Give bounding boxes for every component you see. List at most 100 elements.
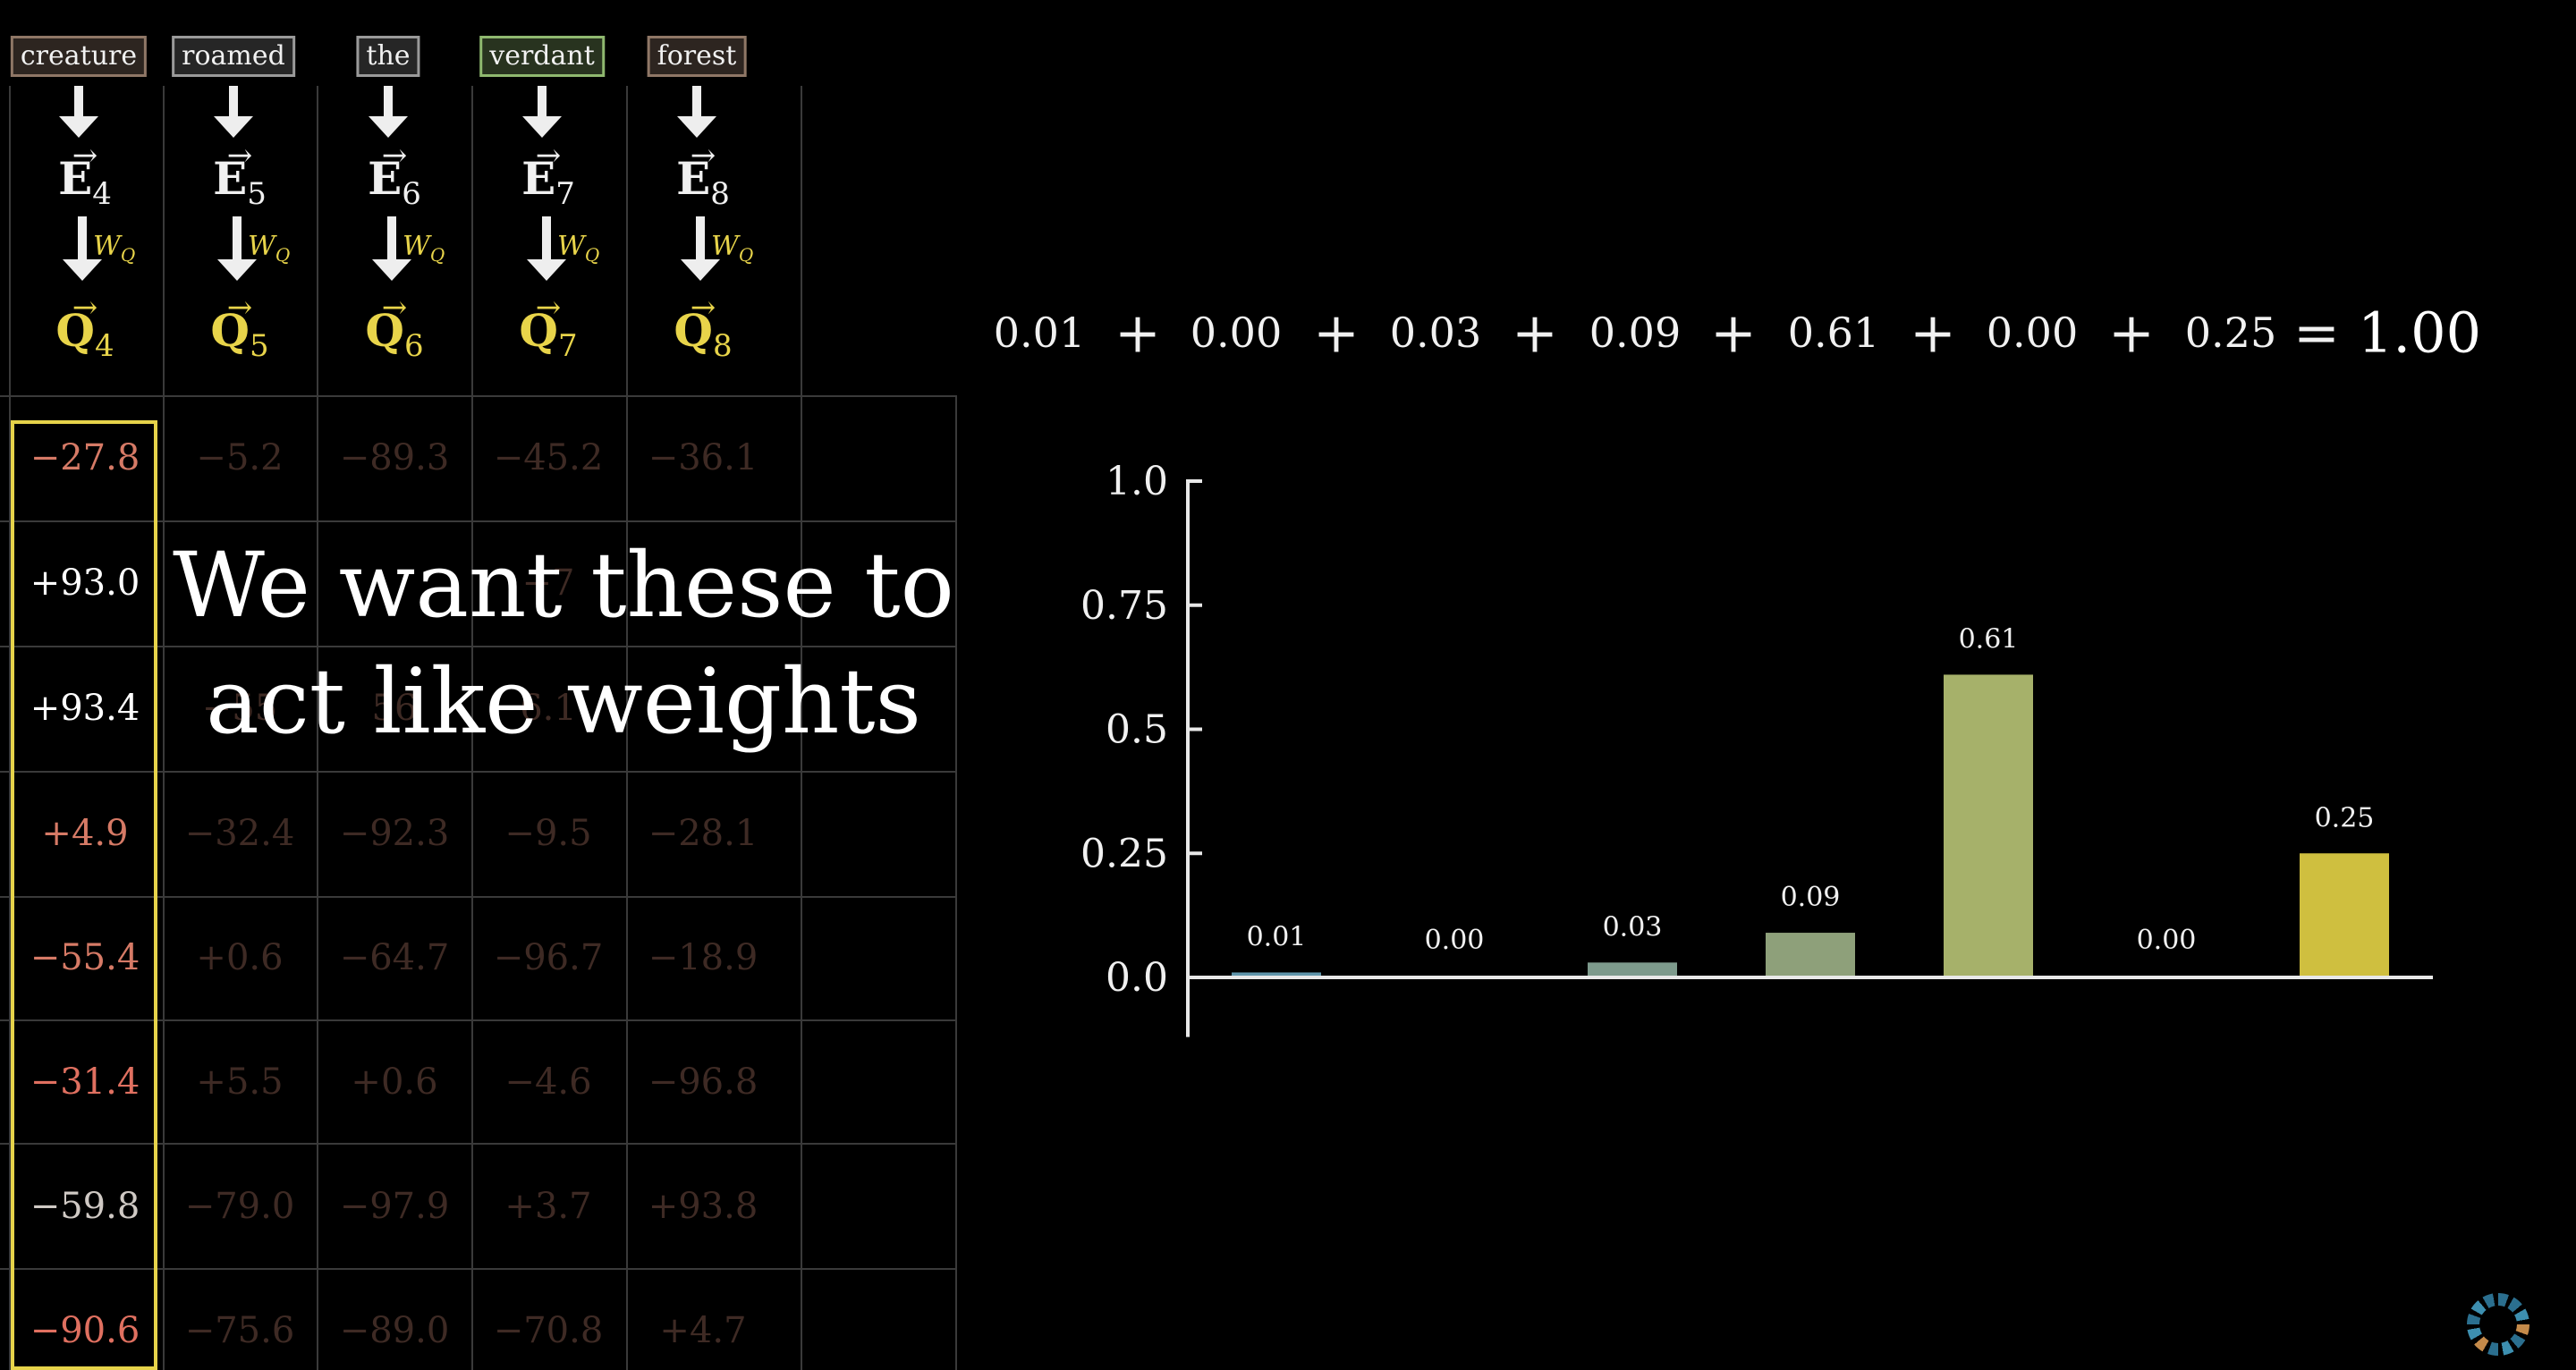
plus-sign: + — [2108, 300, 2155, 366]
query-vector-q7: → Q7 — [519, 290, 578, 364]
score-cell: −96.7 — [493, 937, 604, 978]
score-cell: −64.7 — [339, 937, 450, 978]
score-cell: −4.6 — [504, 1061, 592, 1103]
highlighted-score-cell: −55.4 — [30, 937, 140, 978]
highlighted-column — [11, 420, 157, 1370]
embedding-vector-e5: → E5 — [213, 138, 267, 212]
grid-line — [0, 395, 957, 397]
query-vector-q6: → Q6 — [365, 290, 424, 364]
score-cell: −5.2 — [196, 437, 284, 478]
bar-value-label: 0.61 — [1959, 623, 2019, 655]
highlighted-score-cell: +93.4 — [30, 688, 140, 729]
bar — [2300, 853, 2389, 977]
grid-line — [471, 86, 473, 1370]
grid-line — [0, 896, 957, 898]
highlighted-score-cell: −90.6 — [30, 1310, 140, 1351]
plus-sign: + — [1910, 300, 1956, 366]
token-creature: creature — [10, 36, 148, 77]
grid-line — [0, 1019, 957, 1021]
grid-line — [0, 1143, 957, 1145]
score-cell: +5.5 — [196, 1061, 284, 1103]
equation-term: 0.00 — [1986, 309, 2079, 357]
bar-value-label: 0.00 — [2137, 925, 2197, 956]
score-cell: 6.1 — [520, 688, 577, 729]
bar-value-label: 0.03 — [1603, 911, 1663, 943]
token-the: the — [356, 36, 420, 77]
score-cell: +0.6 — [196, 937, 284, 978]
wq-label: WQ — [402, 231, 445, 266]
bar-value-label: 0.01 — [1247, 921, 1307, 952]
score-cell: −28.1 — [648, 813, 758, 854]
token-roamed: roamed — [172, 36, 295, 77]
score-cell: −7 — [521, 562, 575, 604]
score-cell: 56 — [371, 688, 418, 729]
embedding-vector-e7: → E7 — [521, 138, 575, 212]
equals-sign: = — [2293, 300, 2340, 366]
bar — [1588, 962, 1677, 977]
score-cell: −32.4 — [184, 813, 295, 854]
grid-line — [0, 646, 957, 647]
grid-line — [0, 771, 957, 773]
embedding-vector-e4: → E4 — [58, 138, 112, 212]
y-tick-label: 0.0 — [1106, 955, 1168, 1001]
bar — [1232, 972, 1321, 977]
equation-total: 1.00 — [2357, 300, 2482, 366]
equation-term: 0.01 — [993, 309, 1086, 357]
plus-sign: + — [1710, 300, 1757, 366]
grid-line — [626, 86, 628, 1370]
wq-label: WQ — [557, 231, 600, 266]
score-cell: +0.6 — [351, 1061, 438, 1103]
score-cell: −97.9 — [339, 1186, 450, 1227]
score-cell: −89.0 — [339, 1310, 450, 1351]
score-cell: −89.3 — [339, 437, 450, 478]
grid-line — [801, 86, 802, 1370]
highlighted-score-cell: −59.8 — [30, 1186, 140, 1227]
query-vector-q8: → Q8 — [674, 290, 733, 364]
score-cell: −45.2 — [493, 437, 604, 478]
bar — [1766, 933, 1855, 977]
score-cell: −79.0 — [184, 1186, 295, 1227]
embedding-vector-e6: → E6 — [368, 138, 421, 212]
equation-term: 0.25 — [2184, 309, 2277, 357]
grid-line — [955, 397, 957, 1370]
bar-value-label: 0.00 — [1425, 925, 1485, 956]
score-cell: −55 — [201, 688, 278, 729]
token-verdant: verdant — [479, 36, 605, 77]
score-cell: +93.8 — [648, 1186, 758, 1227]
query-vector-q5: → Q5 — [210, 290, 269, 364]
highlighted-score-cell: +4.9 — [41, 813, 129, 854]
score-cell: −70.8 — [493, 1310, 604, 1351]
grid-line — [317, 86, 318, 1370]
score-cell: −36.1 — [648, 437, 758, 478]
grid-line — [0, 520, 957, 522]
grid-line — [163, 86, 165, 1370]
score-cell: −92.3 — [339, 813, 450, 854]
score-cell: −75.6 — [184, 1310, 295, 1351]
score-cell: −96.8 — [648, 1061, 758, 1103]
score-cell: −9.5 — [504, 813, 592, 854]
token-forest: forest — [647, 36, 747, 77]
bar-value-label: 0.09 — [1781, 882, 1841, 913]
wq-label: WQ — [711, 231, 754, 266]
plus-sign: + — [1313, 300, 1360, 366]
bar — [1944, 674, 2033, 977]
loading-spinner-icon — [2467, 1293, 2529, 1356]
y-tick-label: 0.5 — [1106, 707, 1168, 753]
overlay-line-2: act like weights — [206, 649, 921, 754]
bar-value-label: 0.25 — [2315, 802, 2375, 833]
overlay-line-1: We want these to — [173, 533, 954, 638]
equation-term: 0.09 — [1589, 309, 1682, 357]
wq-label: WQ — [93, 231, 136, 266]
y-tick-label: 0.75 — [1080, 583, 1168, 629]
y-tick-label: 0.25 — [1080, 831, 1168, 876]
score-cell: +3.7 — [504, 1186, 592, 1227]
equation-term: 0.03 — [1389, 309, 1482, 357]
wq-label: WQ — [248, 231, 291, 266]
embedding-vector-e8: → E8 — [676, 138, 730, 212]
attention-score-grid: creature roamed the verdant forest → E4 →… — [0, 0, 966, 1370]
score-cell: −18.9 — [648, 937, 758, 978]
grid-line — [0, 1268, 957, 1270]
highlighted-score-cell: −31.4 — [30, 1061, 140, 1103]
plus-sign: + — [1114, 300, 1161, 366]
